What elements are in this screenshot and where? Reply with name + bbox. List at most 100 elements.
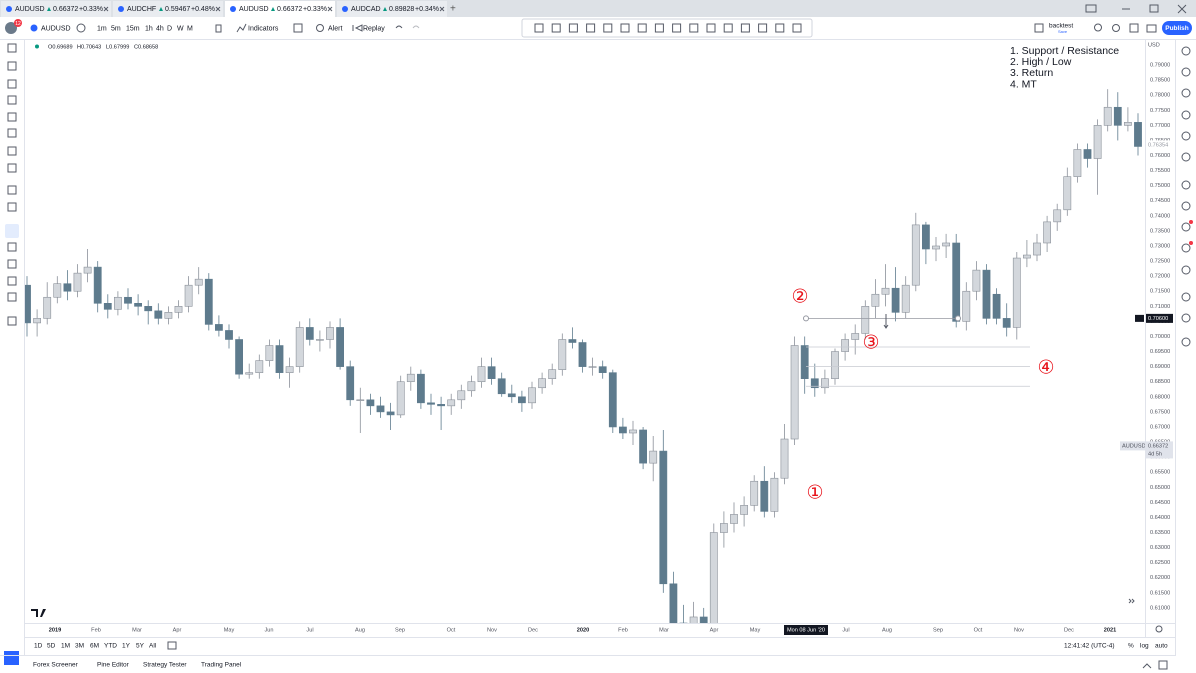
icon[interactable] (76, 23, 86, 33)
side-icon[interactable] (1181, 152, 1191, 162)
side-icon[interactable] (1181, 337, 1191, 347)
tool-icon[interactable] (7, 242, 17, 252)
side-icon[interactable] (1181, 131, 1191, 141)
tool-icon[interactable] (7, 259, 17, 269)
icon[interactable] (1085, 4, 1097, 13)
range[interactable]: 1Y (122, 643, 131, 650)
footer-tab[interactable]: Forex Screener (33, 662, 79, 669)
interval[interactable]: 1m (97, 25, 107, 32)
range[interactable]: All (149, 643, 157, 650)
interval[interactable]: 1h (145, 25, 153, 32)
tool-icon[interactable] (7, 79, 17, 89)
tool-icon[interactable] (723, 23, 733, 33)
interval[interactable]: M (187, 25, 193, 32)
side-icon[interactable] (1181, 313, 1191, 323)
tool-icon[interactable] (534, 23, 544, 33)
goto-date[interactable] (167, 641, 177, 650)
tab-close[interactable] (327, 6, 333, 12)
tool-icon[interactable] (586, 23, 596, 33)
maximize[interactable] (1158, 660, 1168, 670)
tab[interactable] (113, 1, 223, 17)
tool-icon[interactable] (568, 23, 578, 33)
tool-icon[interactable] (7, 146, 17, 156)
tab[interactable] (1, 1, 111, 17)
range[interactable]: 5Y (136, 643, 145, 650)
range[interactable]: 6M (90, 643, 99, 650)
tool-icon[interactable] (672, 23, 682, 33)
tab-close[interactable] (103, 6, 109, 12)
alert-button[interactable]: Alert (328, 25, 342, 32)
tool-icon[interactable] (654, 23, 664, 33)
tab[interactable] (225, 1, 335, 17)
range[interactable]: 3M (75, 643, 84, 650)
settings[interactable] (1112, 24, 1120, 32)
tool-icon[interactable] (7, 202, 17, 212)
tool-icon[interactable] (7, 276, 17, 286)
tool-icon[interactable] (620, 23, 630, 33)
tool-icon[interactable] (7, 185, 17, 195)
magnet-active[interactable] (5, 224, 19, 238)
tool-icon[interactable] (7, 95, 17, 105)
footer-tab[interactable]: Strategy Tester (143, 662, 187, 669)
side-icon[interactable] (1181, 243, 1191, 253)
tool-icon[interactable] (7, 316, 17, 326)
search[interactable] (1094, 23, 1102, 32)
percent-toggle[interactable]: % (1128, 643, 1134, 650)
side-icon[interactable] (1181, 222, 1191, 232)
interval[interactable]: D (167, 25, 172, 32)
avatar[interactable] (5, 22, 17, 34)
scroll-right[interactable] (1128, 598, 1135, 604)
tool-icon[interactable] (7, 112, 17, 122)
tool-icon[interactable] (758, 23, 768, 33)
interval[interactable]: 5m (111, 25, 121, 32)
tool-icon[interactable] (637, 23, 647, 33)
replay-button[interactable]: Replay (363, 25, 385, 32)
icon[interactable] (293, 23, 303, 33)
range[interactable]: YTD (104, 643, 117, 650)
icon[interactable] (1177, 4, 1187, 14)
range[interactable]: 1D (34, 643, 43, 650)
symbol[interactable]: AUDUSD (41, 25, 71, 32)
tab-close[interactable] (439, 6, 445, 12)
side-icon[interactable] (1181, 201, 1191, 211)
tool-icon[interactable] (551, 23, 561, 33)
indicators-button[interactable]: Indicators (248, 25, 279, 32)
range[interactable]: 1M (61, 643, 70, 650)
tool-icon[interactable] (740, 23, 750, 33)
tab[interactable] (337, 1, 447, 17)
object-tree[interactable] (4, 651, 19, 665)
range[interactable]: 5D (47, 643, 56, 650)
side-icon[interactable] (1181, 265, 1191, 275)
interval[interactable]: W (177, 25, 184, 32)
icon[interactable] (215, 24, 222, 33)
tool-icon[interactable] (7, 292, 17, 302)
footer-tab[interactable]: Trading Panel (201, 662, 242, 669)
new-tab[interactable]: + (450, 4, 456, 15)
snapshot[interactable] (1146, 24, 1157, 33)
icon[interactable] (1034, 23, 1044, 33)
icon[interactable] (1149, 4, 1159, 13)
tool-icon[interactable] (7, 163, 17, 173)
tool-icon[interactable] (7, 43, 17, 53)
tool-icon[interactable] (7, 128, 17, 138)
footer-tab[interactable]: Pine Editor (97, 662, 130, 669)
side-icon[interactable] (1181, 88, 1191, 98)
undo[interactable] (395, 25, 403, 29)
publish-button[interactable] (1162, 21, 1192, 35)
side-icon[interactable] (1181, 180, 1191, 190)
tool-icon[interactable] (603, 23, 613, 33)
interval[interactable]: 4h (156, 25, 164, 32)
collapse[interactable] (1142, 663, 1152, 669)
side-icon[interactable] (1181, 67, 1191, 77)
tool-icon[interactable] (775, 23, 785, 33)
tab-close[interactable] (215, 6, 221, 12)
redo[interactable] (412, 25, 420, 29)
tool-icon[interactable] (7, 61, 17, 71)
side-icon[interactable] (1181, 292, 1191, 302)
axis-settings[interactable] (1155, 625, 1163, 633)
log-toggle[interactable]: log (1140, 643, 1149, 650)
side-icon[interactable] (1181, 110, 1191, 120)
interval[interactable]: 15m (126, 25, 140, 32)
layout-name[interactable]: backtest (1049, 23, 1073, 30)
side-icon[interactable] (1181, 46, 1191, 56)
